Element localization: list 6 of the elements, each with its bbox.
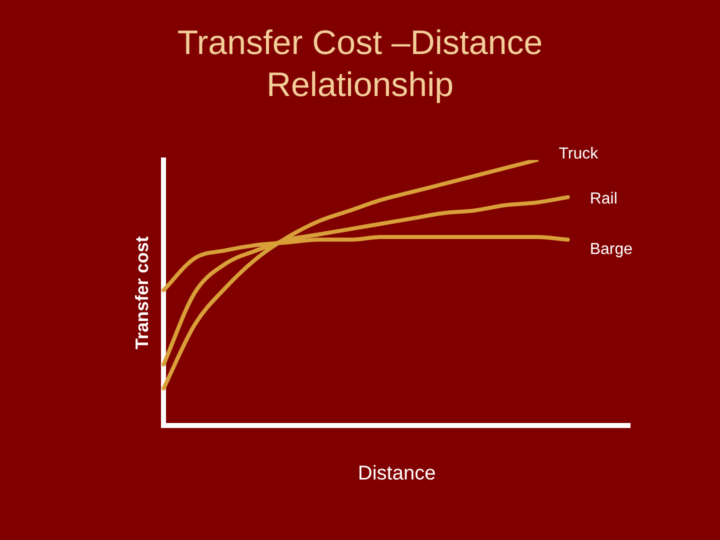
x-axis-title: Distance [358, 462, 436, 485]
y-axis-title: Transfer cost [132, 236, 152, 350]
series-label: Truck [558, 145, 600, 162]
series-label: Rail [590, 190, 618, 208]
chart-title: Transfer Cost –Distance Relationship [176, 23, 544, 106]
series-label: Barge [590, 241, 633, 258]
